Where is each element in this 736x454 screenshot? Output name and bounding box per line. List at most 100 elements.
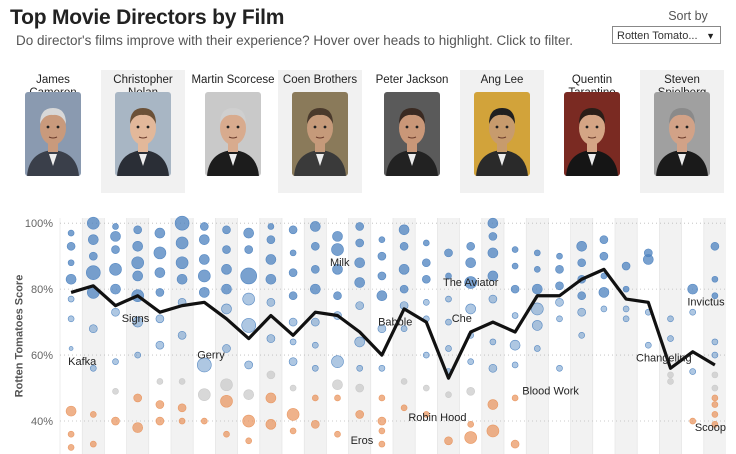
director-card-james-cameron[interactable]: James Cameron [11,70,95,176]
film-bubble [598,287,610,298]
film-bubble [86,265,101,280]
film-bubble [488,294,498,304]
film-bubble [332,231,343,242]
film-bubble [355,410,365,419]
director-card-ang-lee[interactable]: Ang Lee [460,70,544,193]
sort-label: Sort by [668,9,708,23]
film-bubble [332,379,343,391]
film-bubble [132,422,143,433]
film-label: Gerry [197,349,225,361]
film-bubble [111,307,120,317]
film-label: Signs [122,313,150,325]
film-bubble [711,421,719,428]
film-bubble [156,378,164,385]
film-bubble [331,243,344,256]
film-bubble [67,295,75,303]
film-bubble [222,225,231,235]
film-bubble [466,387,476,396]
film-bubble [421,274,431,284]
film-bubble [399,241,409,251]
film-bubble [556,364,563,372]
film-bubble [265,392,277,404]
film-bubble [400,378,408,385]
film-bubble [445,345,452,352]
film-bubble [65,273,77,285]
column-band [304,218,327,454]
film-label: Milk [330,257,350,269]
director-card-coen-brothers[interactable]: Coen Brothers [278,70,362,193]
film-bubble [711,275,719,283]
film-bubble [221,264,232,275]
film-bubble [467,421,475,428]
film-bubble [577,307,587,317]
film-bubble [489,338,497,346]
film-bubble [378,440,386,448]
film-bubble [289,384,297,392]
director-card-peter-jackson[interactable]: Peter Jackson [370,70,454,176]
film-bubble [66,241,76,251]
film-bubble [556,315,563,323]
film-bubble [555,298,564,307]
film-bubble [511,262,519,270]
film-bubble [422,239,430,247]
film-bubble [400,404,408,412]
column-band [703,218,726,454]
film-bubble [154,267,166,278]
film-bubble [134,351,141,359]
film-bubble [201,417,208,425]
film-bubble [710,241,720,251]
film-bubble [243,389,254,400]
film-bubble [378,364,386,372]
film-bubble [465,257,477,269]
film-bubble [133,393,142,403]
film-bubble [154,227,166,239]
film-label: Eros [351,435,374,447]
film-bubble [245,437,252,445]
film-bubble [555,265,564,274]
director-card-quentin-tarantino[interactable]: Quentin Tarantino [550,70,634,176]
film-bubble [577,258,587,268]
film-bubble [199,287,210,298]
director-card-christopher-nolan[interactable]: Christopher Nolan [101,70,185,193]
film-bubble [642,254,654,265]
film-label: Robin Hood [408,412,466,424]
film-bubble [711,351,719,359]
film-bubble [242,414,255,428]
film-bubble [577,291,587,301]
director-name: Ang Lee [480,74,524,86]
film-bubble [445,318,452,326]
scatter-chart: 100% 80% 60% 40% Kafka Signs Gerry Milk The Avia… [25,215,726,454]
film-bubble [445,272,452,280]
film-bubble [155,314,165,324]
film-bubble [288,225,298,235]
film-bubble [422,384,430,392]
film-bubble [622,305,630,313]
film-bubble [309,221,321,232]
film-bubble [711,401,719,408]
film-bubble [464,276,478,289]
film-bubble [221,283,232,295]
film-bubble [530,302,544,316]
film-bubble [354,336,366,348]
column-band [348,218,371,454]
director-card-martin-scorcese[interactable]: Martin Scorcese [191,70,275,176]
film-bubble [67,229,75,237]
film-bubble [711,338,719,346]
film-bubble [599,251,609,261]
film-bubble [200,222,209,231]
film-bubble [112,388,119,395]
film-bubble [377,271,387,281]
film-bubble [111,416,120,426]
film-bubble [310,420,320,429]
film-bubble [68,346,74,351]
film-bubble [267,223,275,230]
film-bubble [288,291,298,301]
film-bubble [622,285,630,293]
film-bubble [199,234,210,245]
film-bubble [689,417,697,425]
film-bubble [378,394,386,402]
sort-dropdown[interactable]: Rotten Tomato... ▼ [612,26,721,44]
director-card-steven-spielberg[interactable]: Steven Spielberg [640,70,724,193]
column-band [526,218,549,454]
film-bubble [354,277,366,288]
